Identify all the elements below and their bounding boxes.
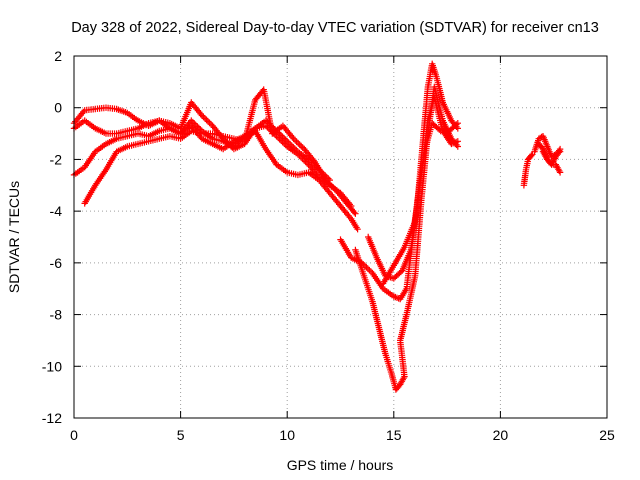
- y-tick-label: 0: [54, 100, 62, 116]
- x-axis-label: GPS time / hours: [287, 457, 394, 473]
- series-track-i: [520, 151, 536, 189]
- scatter-markers: [539, 145, 564, 168]
- y-tick-label: -8: [50, 307, 63, 323]
- series-track-h: [379, 94, 461, 287]
- scatter-markers: [520, 151, 536, 189]
- x-tick-label: 10: [279, 427, 295, 443]
- y-tick-label: -2: [50, 151, 63, 167]
- series-track-l: [539, 145, 564, 168]
- axis-ticks: 0 5 10 15 20 25 -12 -10 -8 -6 -4 -2 0 2: [42, 48, 615, 443]
- y-tick-label: -10: [42, 358, 62, 374]
- chart-title: Day 328 of 2022, Sidereal Day-to-day VTE…: [71, 20, 599, 36]
- y-tick-label: -12: [42, 410, 62, 426]
- x-tick-label: 25: [599, 427, 615, 443]
- scatter-markers: [81, 86, 359, 217]
- series-track-d: [81, 86, 359, 217]
- data-marks: [70, 60, 564, 393]
- x-tick-label: 15: [386, 427, 402, 443]
- y-axis-label: SDTVAR / TECUs: [6, 181, 22, 293]
- grid-lines: [74, 56, 607, 418]
- x-tick-label: 5: [177, 427, 185, 443]
- scatter-markers: [379, 94, 461, 287]
- y-tick-label: 2: [54, 48, 62, 64]
- x-tick-label: 0: [70, 427, 78, 443]
- y-tick-label: -6: [50, 255, 63, 271]
- x-tick-label: 20: [493, 427, 509, 443]
- y-tick-label: -4: [50, 203, 63, 219]
- plot-frame: [73, 55, 608, 419]
